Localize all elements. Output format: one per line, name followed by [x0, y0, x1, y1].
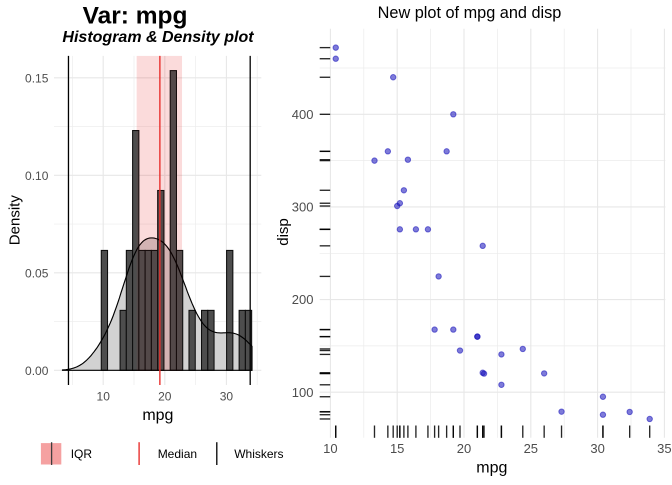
svg-text:Density: Density: [7, 195, 24, 246]
svg-text:20: 20: [457, 441, 471, 456]
svg-text:10: 10: [97, 390, 111, 404]
svg-text:25: 25: [524, 441, 538, 456]
svg-text:disp: disp: [275, 218, 292, 246]
svg-text:Var: mpg: Var: mpg: [83, 2, 188, 29]
svg-text:0.00: 0.00: [25, 364, 49, 378]
svg-text:20: 20: [158, 390, 172, 404]
svg-text:10: 10: [323, 441, 337, 456]
svg-text:200: 200: [292, 292, 314, 307]
svg-text:IQR: IQR: [71, 447, 93, 461]
svg-text:100: 100: [292, 385, 314, 400]
svg-text:15: 15: [390, 441, 404, 456]
svg-text:Histogram & Density plot: Histogram & Density plot: [62, 29, 254, 46]
svg-text:30: 30: [220, 390, 234, 404]
svg-text:35: 35: [657, 441, 671, 456]
svg-text:Whiskers: Whiskers: [234, 447, 283, 461]
svg-text:mpg: mpg: [476, 459, 507, 476]
svg-text:New plot of mpg and disp: New plot of mpg and disp: [378, 4, 562, 22]
svg-text:mpg: mpg: [142, 407, 173, 424]
svg-text:0.05: 0.05: [25, 267, 49, 281]
svg-text:30: 30: [590, 441, 604, 456]
svg-text:400: 400: [292, 107, 314, 122]
svg-text:300: 300: [292, 200, 314, 215]
svg-text:Median: Median: [158, 447, 197, 461]
svg-text:0.10: 0.10: [25, 169, 49, 183]
svg-text:0.15: 0.15: [25, 72, 49, 86]
